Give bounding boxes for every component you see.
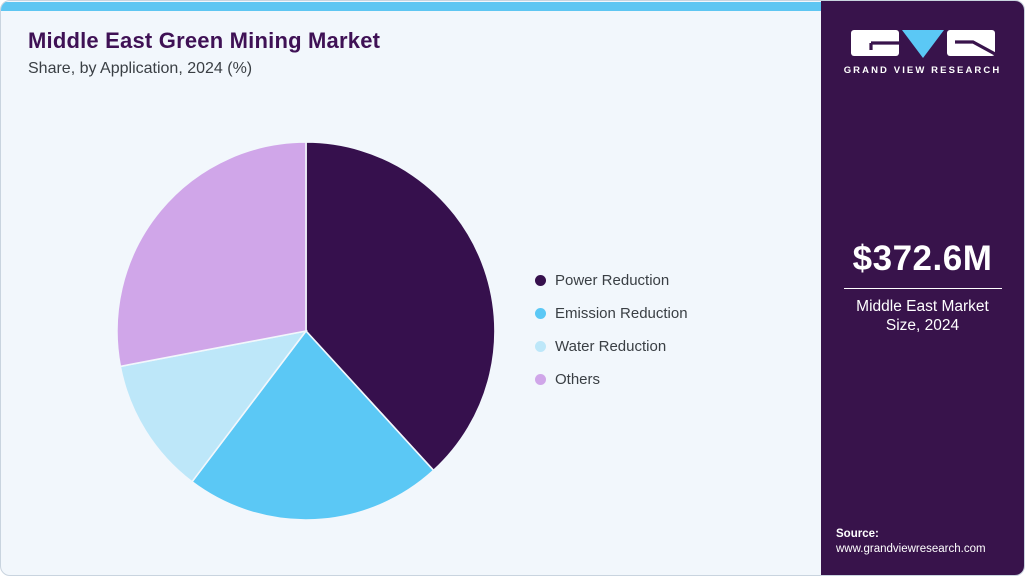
- source-label: Source:: [836, 527, 879, 540]
- legend-item: Others: [535, 363, 688, 396]
- page-title: Middle East Green Mining Market: [28, 28, 381, 53]
- source-url: www.grandviewresearch.com: [836, 543, 986, 556]
- logo-g-notch: [868, 41, 899, 50]
- header: Middle East Green Mining Market Share, b…: [28, 28, 380, 78]
- legend-swatch: [535, 341, 546, 352]
- legend-swatch: [535, 275, 546, 286]
- logo-wordmark: GRAND VIEW RESEARCH: [843, 65, 1002, 76]
- chart-legend: Power Reduction Emission Reduction Water R…: [535, 264, 688, 396]
- pie-chart: [116, 141, 496, 521]
- market-size-label: Middle East Market Size, 2024: [856, 298, 989, 335]
- gvr-logo: GRAND VIEW RESEARCH: [821, 28, 1024, 76]
- top-accent-bar: [1, 2, 821, 11]
- chart-pane: Middle East Green Mining Market Share, b…: [1, 1, 821, 575]
- market-size-value: $372.6M: [852, 239, 993, 278]
- logo-r-leg: [954, 40, 995, 56]
- market-size-block: $372.6M Middle East Market Size, 2024: [821, 239, 1024, 336]
- legend-label: Emission Reduction: [555, 305, 688, 322]
- legend-item: Water Reduction: [535, 330, 688, 363]
- source-block: Source: www.grandviewresearch.com: [836, 527, 986, 558]
- sidebar: GRAND VIEW RESEARCH $372.6M Middle East …: [821, 1, 1024, 575]
- legend-item: Emission Reduction: [535, 297, 688, 330]
- logo-v-triangle: [901, 30, 944, 58]
- legend-swatch: [535, 374, 546, 385]
- legend-label: Power Reduction: [555, 272, 670, 289]
- divider-line: [843, 288, 1002, 289]
- page-subtitle: Share, by Application, 2024 (%): [28, 60, 253, 77]
- legend-label: Water Reduction: [555, 338, 667, 355]
- gvr-logo-mark: [850, 30, 995, 58]
- legend-label: Others: [555, 371, 601, 388]
- pie-slice-water-reduction: [119, 329, 308, 483]
- pie-slice-power-reduction: [305, 141, 496, 472]
- legend-swatch: [535, 308, 546, 319]
- legend-item: Power Reduction: [535, 264, 688, 297]
- pie-slice-emission-reduction: [190, 329, 435, 521]
- pie-slice-others: [116, 141, 307, 368]
